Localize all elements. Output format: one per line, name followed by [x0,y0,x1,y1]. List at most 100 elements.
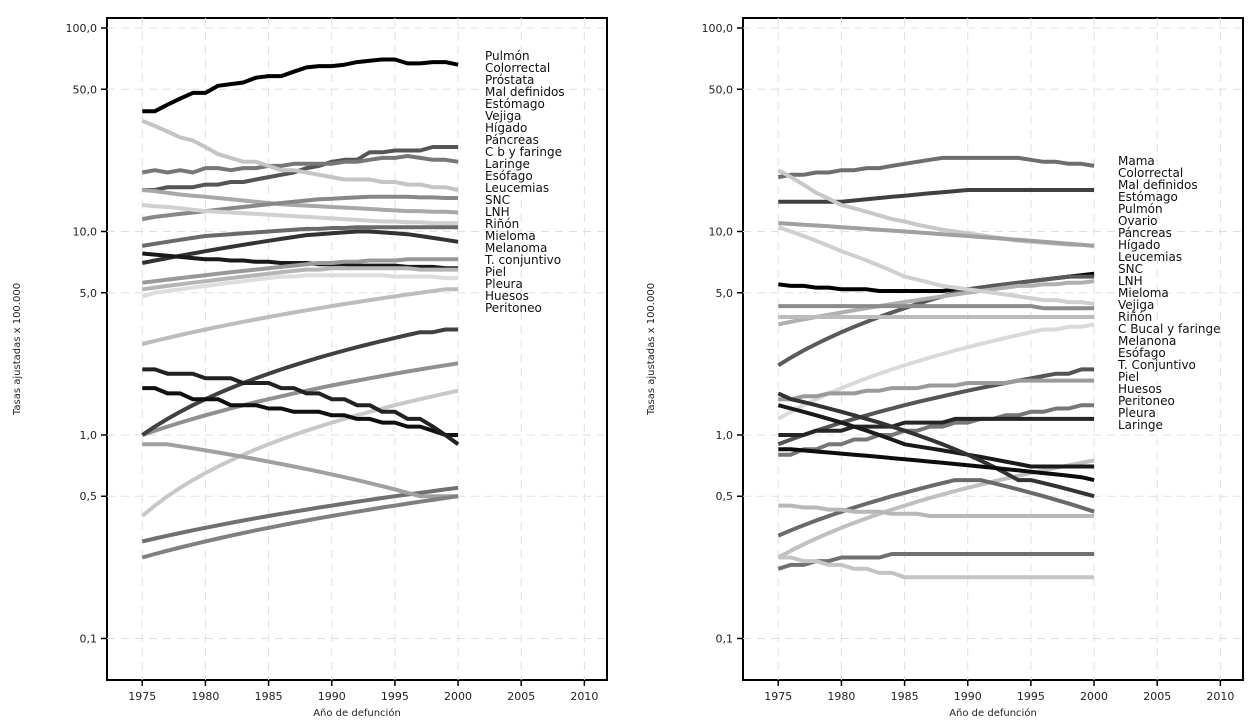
series-label: Colorrectal [485,61,550,75]
series-label: Melanoma [485,241,547,255]
series-line [778,555,1095,580]
series-label: Peritoneo [485,301,542,315]
series-line [777,155,1095,180]
series-line [778,403,1095,457]
series-line [142,188,459,215]
series-label: Riñón [1118,310,1152,324]
series-line [142,203,459,226]
series-line [777,225,1095,306]
x-tick-label: 1995 [381,690,409,703]
series-line [777,552,1095,571]
series-label: Melanona [1118,334,1176,348]
series-label: Estómago [1118,190,1178,204]
series-label: Pleura [1118,406,1156,420]
y-axis-title: Tasas ajustadas x 100.000 [12,283,23,416]
plot-frame [106,17,608,681]
x-axis-title: Año de defunción [313,707,401,719]
series-line [778,416,1095,437]
x-tick-label: 2000 [1080,690,1108,703]
y-tick-label: 0,1 [716,632,734,645]
series-label: Riñón [485,217,519,231]
y-tick-label: 10,0 [73,225,98,238]
series-label: Mal definidos [485,85,565,99]
series-label: Páncreas [485,133,539,147]
x-tick-label: 2010 [570,690,598,703]
y-tick-label: 5,0 [80,287,98,300]
series-line [141,229,459,265]
y-axis-title: Tasas ajustadas x 100.000 [646,283,657,416]
y-tick-label: 1,0 [80,429,98,442]
y-tick-label: 100,0 [702,22,734,35]
series-line [141,118,459,192]
x-tick-label: 1980 [827,690,855,703]
x-tick-label: 1985 [891,690,919,703]
series-line [141,494,459,560]
x-tick-label: 1975 [764,690,792,703]
plot-frame [742,17,1244,681]
series-label: Esófago [485,169,533,183]
series-label: Mama [1118,154,1155,168]
series-line [141,388,459,518]
series-line [141,154,459,175]
series-line [778,221,1095,248]
series-line [778,378,1095,402]
series-line [141,273,459,299]
series-label: T. Conjuntivo [1117,358,1196,372]
series-line [141,287,459,346]
x-tick-label: 1990 [954,690,982,703]
series-line [141,485,459,544]
series-label: Laringe [485,157,530,171]
series-label: LNH [485,205,510,219]
series-label: Mieloma [485,229,536,243]
series-label: Hígado [485,121,527,135]
y-tick-label: 0,5 [80,490,98,503]
series-label: Páncreas [1118,226,1172,240]
series-label: SNC [1118,262,1143,276]
series-label: Ovario [1118,214,1158,228]
series-label: Mieloma [1118,286,1169,300]
series-label: C Bucal y faringe [1118,322,1221,336]
series-line [777,279,1095,327]
series-label: Huesos [1118,382,1162,396]
y-tick-label: 10,0 [709,225,734,238]
y-tick-label: 50,0 [73,83,98,96]
y-tick-label: 1,0 [716,429,734,442]
series-line [777,458,1095,560]
series-label: C b y faringe [485,145,562,159]
series-line [778,304,1095,311]
series-label: Pulmón [1118,202,1163,216]
series-label: Leucemias [485,181,549,195]
y-tick-label: 5,0 [716,287,734,300]
y-tick-label: 100,0 [66,22,98,35]
series-label: Esófago [1118,346,1166,360]
series-line [142,386,459,437]
chart-panel-2: 1975 1980 1985 1990 1995 2000 2005 2010 0,1 0,5 1,… [646,17,1244,719]
series-label: Próstata [485,73,534,87]
series-label: Vejiga [485,109,521,123]
series-label: Piel [1118,370,1139,384]
series-line [778,503,1095,518]
series-line [142,442,459,499]
series-label: Pulmón [485,49,530,63]
series-line [142,57,459,114]
y-tick-label: 0,5 [716,490,734,503]
series-label: Pleura [485,277,523,291]
x-tick-label: 1985 [255,690,283,703]
series-label: Laringe [1118,418,1163,432]
y-tick-label: 50,0 [709,83,734,96]
y-tick-label: 0,1 [80,632,98,645]
series-line [777,478,1095,538]
series-line [141,225,459,248]
x-tick-label: 1995 [1017,690,1045,703]
series-label: Vejiga [1118,298,1154,312]
series-line [142,266,459,292]
series-label: SNC [485,193,510,207]
x-tick-label: 1990 [318,690,346,703]
series-line [778,447,1095,483]
x-tick-label: 1975 [128,690,156,703]
x-axis-title: Año de defunción [949,707,1037,719]
series-label: LNH [1118,274,1143,288]
x-tick-label: 2005 [507,690,535,703]
series-label: Peritoneo [1118,394,1175,408]
